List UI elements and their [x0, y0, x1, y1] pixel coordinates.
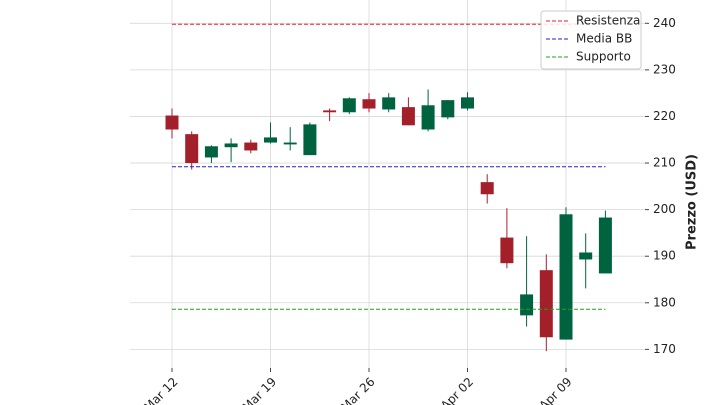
legend-box [540, 10, 642, 70]
candle-body [401, 107, 415, 126]
candle-body [323, 110, 337, 113]
candle-body [204, 146, 218, 158]
candle-body [520, 294, 534, 316]
candle-body [264, 137, 277, 143]
candle-body [598, 217, 612, 274]
y-tick-label: 230 [653, 62, 676, 76]
candle-body [244, 142, 258, 151]
candle-body [165, 115, 179, 130]
legend-label: Media BB [576, 32, 632, 46]
y-axis-label: Prezzo (USD) [685, 154, 700, 250]
candle-body [362, 99, 376, 109]
x-tick-label: Apr 09 [537, 375, 575, 405]
candle-body [480, 182, 494, 195]
y-tick-label: 190 [653, 249, 676, 263]
x-tick-label: Mar 12 [141, 375, 180, 405]
candle-body [421, 105, 435, 130]
candle-body [224, 143, 238, 148]
candle-body [342, 98, 356, 113]
y-tick-label: 200 [653, 202, 676, 216]
candle-body [559, 214, 573, 340]
x-tick-label: Mar 19 [240, 375, 279, 405]
y-tick-label: 170 [653, 342, 676, 356]
candle-body [185, 134, 199, 164]
candle-body [461, 97, 474, 109]
x-tick-label: Apr 02 [438, 375, 476, 405]
candle-body [303, 124, 317, 156]
candle-body [500, 237, 514, 264]
legend-label: Resistenza [576, 14, 640, 28]
candle-body [441, 100, 455, 118]
candle-body [382, 97, 396, 110]
legend-label: Supporto [576, 50, 631, 64]
candle-body [283, 142, 297, 145]
candle-body [579, 252, 593, 260]
y-tick-label: 210 [653, 156, 676, 170]
y-tick-label: 220 [653, 109, 676, 123]
y-tick-label: 180 [653, 295, 676, 309]
candle-body [539, 270, 553, 338]
y-tick-label: 240 [653, 16, 676, 30]
x-tick-label: Mar 26 [338, 375, 377, 405]
